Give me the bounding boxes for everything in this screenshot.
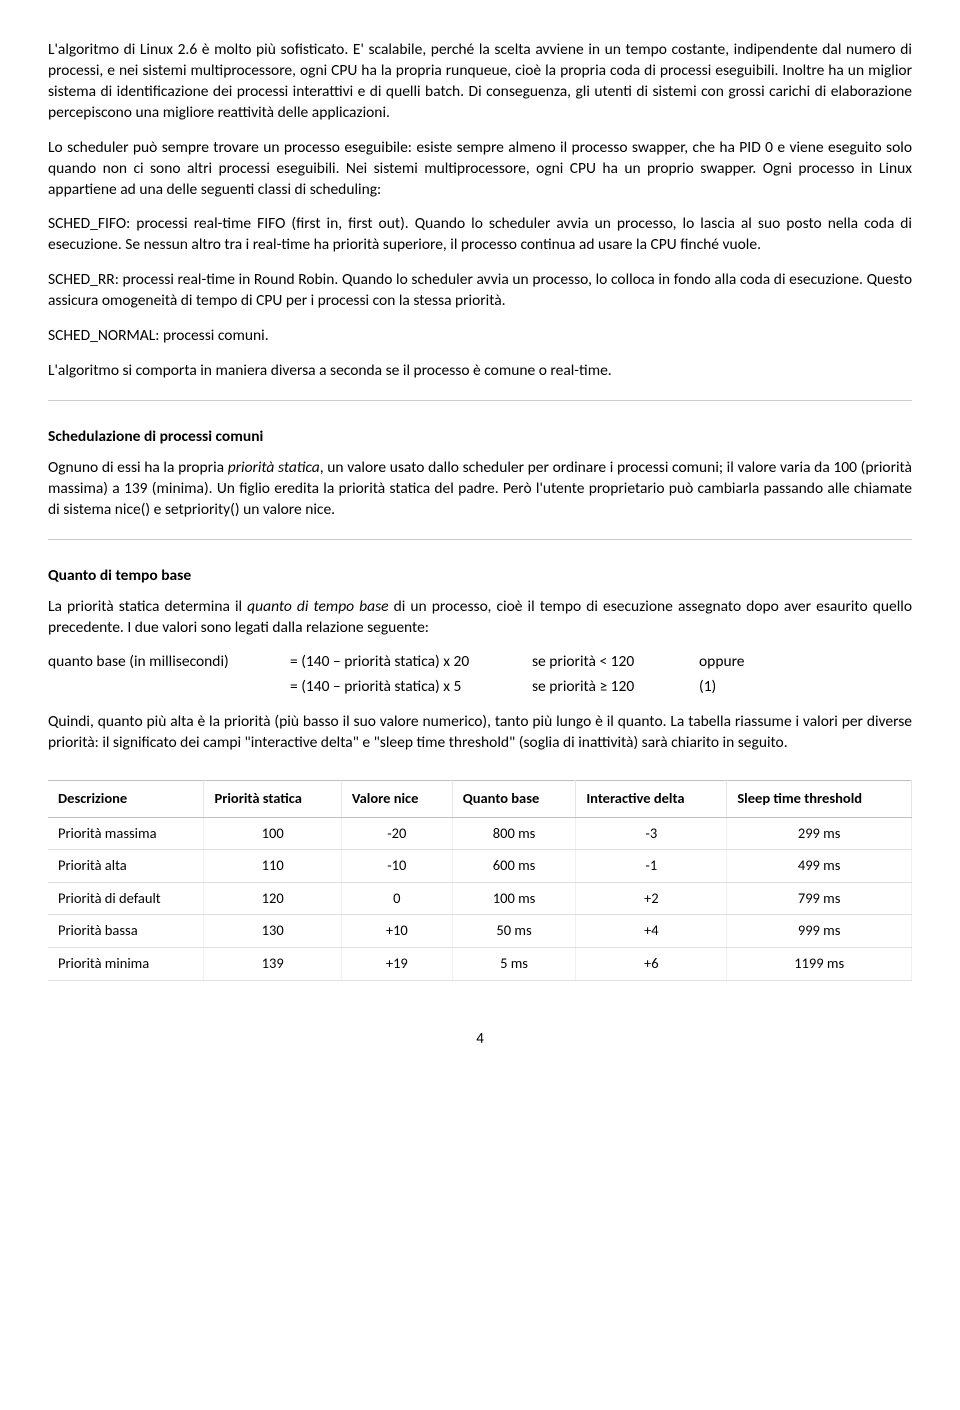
table-cell: Priorità minima [48, 947, 204, 980]
table-row: Priorità di default1200100 ms+2799 ms [48, 882, 912, 915]
th-valore-nice: Valore nice [341, 781, 452, 818]
table-header-row: Descrizione Priorità statica Valore nice… [48, 781, 912, 818]
section-heading-common: Schedulazione di processi comuni [48, 427, 912, 448]
paragraph: Ognuno di essi ha la propria priorità st… [48, 458, 912, 521]
table-cell: 299 ms [727, 817, 912, 850]
table-cell: -1 [576, 850, 727, 883]
table-cell: Priorità alta [48, 850, 204, 883]
table-cell: 1199 ms [727, 947, 912, 980]
formula-cond: se priorità ≥ 120 [532, 677, 699, 698]
paragraph: Lo scheduler può sempre trovare un proce… [48, 138, 912, 201]
table-cell: +4 [576, 915, 727, 948]
table-cell: 139 [204, 947, 341, 980]
page-number: 4 [48, 1029, 912, 1049]
th-interactive-delta: Interactive delta [576, 781, 727, 818]
paragraph: SCHED_RR: processi real-time in Round Ro… [48, 270, 912, 312]
table-cell: +10 [341, 915, 452, 948]
th-priorita-statica: Priorità statica [204, 781, 341, 818]
formula-label [48, 677, 290, 698]
text: La priorità statica determina il [48, 597, 247, 616]
table-row: Priorità alta110-10600 ms-1499 ms [48, 850, 912, 883]
table-cell: 100 [204, 817, 341, 850]
formula-label: quanto base (in millisecondi) [48, 652, 290, 673]
formula-expr: = (140 – priorità statica) x 5 [290, 677, 532, 698]
table-cell: -3 [576, 817, 727, 850]
formula-row: quanto base (in millisecondi) = (140 – p… [48, 652, 912, 673]
table-cell: 100 ms [452, 882, 576, 915]
th-quanto-base: Quanto base [452, 781, 576, 818]
paragraph: SCHED_FIFO: processi real-time FIFO (fir… [48, 214, 912, 256]
separator [48, 539, 912, 540]
priority-table: Descrizione Priorità statica Valore nice… [48, 780, 912, 980]
table-row: Priorità minima139+195 ms+61199 ms [48, 947, 912, 980]
formula-note: (1) [699, 677, 811, 698]
separator [48, 400, 912, 401]
table-cell: Priorità massima [48, 817, 204, 850]
paragraph: La priorità statica determina il quanto … [48, 597, 912, 639]
table-cell: 999 ms [727, 915, 912, 948]
table-cell: -20 [341, 817, 452, 850]
text: Ognuno di essi ha la propria [48, 458, 228, 477]
table-cell: +2 [576, 882, 727, 915]
table-cell: 499 ms [727, 850, 912, 883]
table-cell: 110 [204, 850, 341, 883]
th-descrizione: Descrizione [48, 781, 204, 818]
table-cell: 600 ms [452, 850, 576, 883]
formula-expr: = (140 – priorità statica) x 20 [290, 652, 532, 673]
table-cell: 5 ms [452, 947, 576, 980]
formula-note: oppure [699, 652, 811, 673]
paragraph: Quindi, quanto più alta è la priorità (p… [48, 712, 912, 754]
italic-term: quanto di tempo base [247, 597, 388, 616]
table-row: Priorità massima100-20800 ms-3299 ms [48, 817, 912, 850]
paragraph: L'algoritmo di Linux 2.6 è molto più sof… [48, 40, 912, 124]
paragraph: L'algoritmo si comporta in maniera diver… [48, 361, 912, 382]
table-cell: 0 [341, 882, 452, 915]
table-cell: 120 [204, 882, 341, 915]
th-sleep-threshold: Sleep time threshold [727, 781, 912, 818]
formula-row: = (140 – priorità statica) x 5 se priori… [48, 677, 912, 698]
table-cell: 50 ms [452, 915, 576, 948]
table-row: Priorità bassa130+1050 ms+4999 ms [48, 915, 912, 948]
table-cell: 799 ms [727, 882, 912, 915]
table-cell: Priorità bassa [48, 915, 204, 948]
paragraph: SCHED_NORMAL: processi comuni. [48, 326, 912, 347]
section-heading-quantum: Quanto di tempo base [48, 566, 912, 587]
table-cell: +19 [341, 947, 452, 980]
table-cell: -10 [341, 850, 452, 883]
table-cell: Priorità di default [48, 882, 204, 915]
table-cell: 800 ms [452, 817, 576, 850]
table-cell: 130 [204, 915, 341, 948]
table-cell: +6 [576, 947, 727, 980]
italic-term: priorità statica [228, 458, 320, 477]
formula-cond: se priorità < 120 [532, 652, 699, 673]
